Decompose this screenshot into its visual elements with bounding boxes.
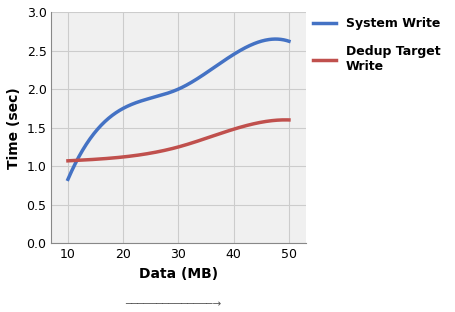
Legend: System Write, Dedup Target
Write: System Write, Dedup Target Write [308,12,444,78]
Text: ──────────────→: ──────────────→ [125,299,221,309]
X-axis label: Data (MB): Data (MB) [139,267,217,281]
Y-axis label: Time (sec): Time (sec) [7,87,21,168]
